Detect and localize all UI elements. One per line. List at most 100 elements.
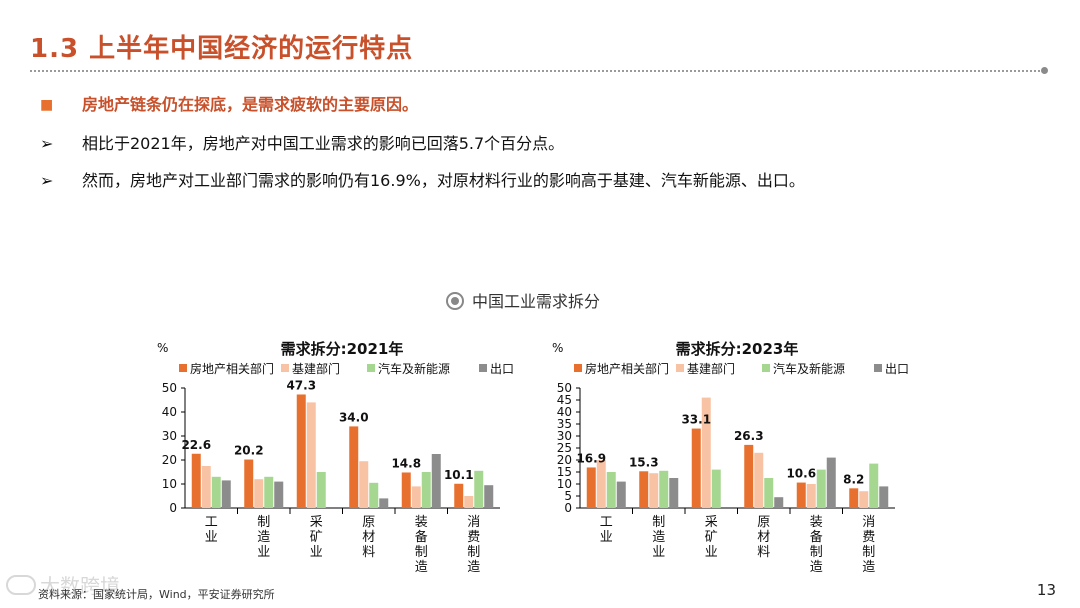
- x-tick-label: 材: [757, 530, 770, 545]
- bar: [659, 470, 669, 508]
- x-tick-label: 造: [257, 530, 270, 545]
- bar: [211, 476, 221, 508]
- data-label: 14.8: [391, 456, 421, 470]
- x-tick-label: 矿: [705, 530, 718, 545]
- data-label: 20.2: [234, 444, 264, 458]
- y-tick-label: 0: [169, 501, 177, 515]
- legend-swatch: [367, 364, 375, 372]
- x-tick-label: 造: [810, 560, 823, 575]
- bar: [201, 466, 211, 508]
- x-tick-label: 原: [757, 515, 770, 530]
- figure-title: 中国工业需求拆分: [446, 288, 600, 312]
- bar: [431, 454, 441, 508]
- y-tick-label: 15: [557, 465, 572, 479]
- bar: [701, 397, 711, 508]
- square-bullet-icon: ■: [40, 97, 54, 113]
- bar: [879, 486, 889, 508]
- bar: [859, 491, 869, 508]
- x-tick-label: 工: [600, 515, 613, 530]
- x-tick-label: 制: [862, 545, 875, 560]
- bar: [691, 428, 701, 508]
- legend-swatch: [676, 364, 684, 372]
- bar: [191, 453, 201, 508]
- data-label: 8.2: [843, 472, 864, 486]
- bar: [359, 461, 369, 508]
- x-tick-label: 采: [705, 515, 718, 530]
- bar: [454, 483, 464, 508]
- x-tick-label: 制: [257, 515, 270, 530]
- x-tick-label: 采: [310, 515, 323, 530]
- page-title: 1.3 上半年中国经济的运行特点: [30, 34, 414, 64]
- page-number: 13: [1036, 581, 1056, 599]
- x-tick-label: 业: [257, 545, 270, 560]
- bar: [806, 484, 816, 508]
- legend-swatch: [281, 364, 289, 372]
- data-label: 34.0: [339, 410, 369, 424]
- bar: [774, 497, 784, 508]
- bar: [274, 481, 284, 508]
- bar: [254, 479, 264, 508]
- x-tick-label: 工: [205, 515, 218, 530]
- x-tick-label: 制: [415, 545, 428, 560]
- bar: [826, 457, 836, 508]
- x-tick-label: 矿: [310, 530, 323, 545]
- bar: [754, 452, 764, 508]
- y-tick-label: 10: [162, 477, 177, 491]
- legend-swatch: [479, 364, 487, 372]
- y-tick-label: 40: [162, 405, 177, 419]
- divider-end-dot: [1041, 67, 1048, 74]
- figure-title-text: 中国工业需求拆分: [472, 292, 601, 311]
- bar: [296, 394, 306, 508]
- bar: [616, 481, 626, 508]
- watermark: 大数跨境: [6, 570, 120, 599]
- bar: [244, 459, 254, 508]
- chart-2023: 需求拆分:2023年% 房地产相关部门 基建部门 汽车及新能源 出口 0510152025…: [552, 340, 909, 575]
- data-label: 10.1: [444, 468, 474, 482]
- bar: [649, 473, 659, 508]
- y-tick-label: 30: [557, 429, 572, 443]
- y-axis-unit: %: [552, 341, 563, 355]
- y-tick-label: 30: [162, 429, 177, 443]
- legend-swatch: [179, 364, 187, 372]
- chart-title: 需求拆分:2021年: [281, 340, 404, 358]
- legend-label: 房地产相关部门: [585, 361, 669, 376]
- x-tick-label: 造: [415, 560, 428, 575]
- x-tick-label: 料: [757, 545, 770, 560]
- x-tick-label: 料: [362, 545, 375, 560]
- data-label: 10.6: [786, 467, 816, 481]
- y-tick-label: 20: [162, 453, 177, 467]
- x-tick-label: 制: [467, 545, 480, 560]
- y-axis-unit: %: [157, 341, 168, 355]
- bar: [369, 482, 379, 508]
- x-tick-label: 制: [810, 545, 823, 560]
- y-tick-label: 5: [564, 489, 572, 503]
- x-tick-label: 造: [862, 560, 875, 575]
- watermark-logo-icon: [6, 575, 36, 595]
- x-tick-label: 造: [467, 560, 480, 575]
- y-tick-label: 25: [557, 441, 572, 455]
- legend-label: 出口: [885, 362, 909, 376]
- arrow-bullet-icon: ➢: [40, 134, 54, 153]
- x-tick-label: 消: [862, 515, 875, 530]
- bar: [316, 472, 326, 508]
- x-tick-label: 材: [362, 530, 375, 545]
- bar: [596, 460, 606, 508]
- legend-swatch: [574, 364, 582, 372]
- x-tick-label: 费: [467, 530, 480, 545]
- bar: [379, 498, 389, 508]
- y-tick-label: 0: [564, 501, 572, 515]
- x-tick-label: 业: [600, 530, 613, 545]
- data-label: 47.3: [286, 378, 316, 392]
- bar: [744, 444, 754, 508]
- y-tick-label: 45: [557, 393, 572, 407]
- bar: [484, 485, 494, 508]
- x-tick-label: 造: [652, 530, 665, 545]
- x-tick-label: 备: [810, 529, 823, 545]
- x-tick-label: 制: [652, 515, 665, 530]
- x-tick-label: 装: [415, 515, 428, 530]
- bar: [464, 496, 474, 508]
- bar: [816, 469, 826, 508]
- x-tick-label: 装: [810, 515, 823, 530]
- data-label: 33.1: [681, 413, 711, 427]
- y-tick-label: 50: [557, 381, 572, 395]
